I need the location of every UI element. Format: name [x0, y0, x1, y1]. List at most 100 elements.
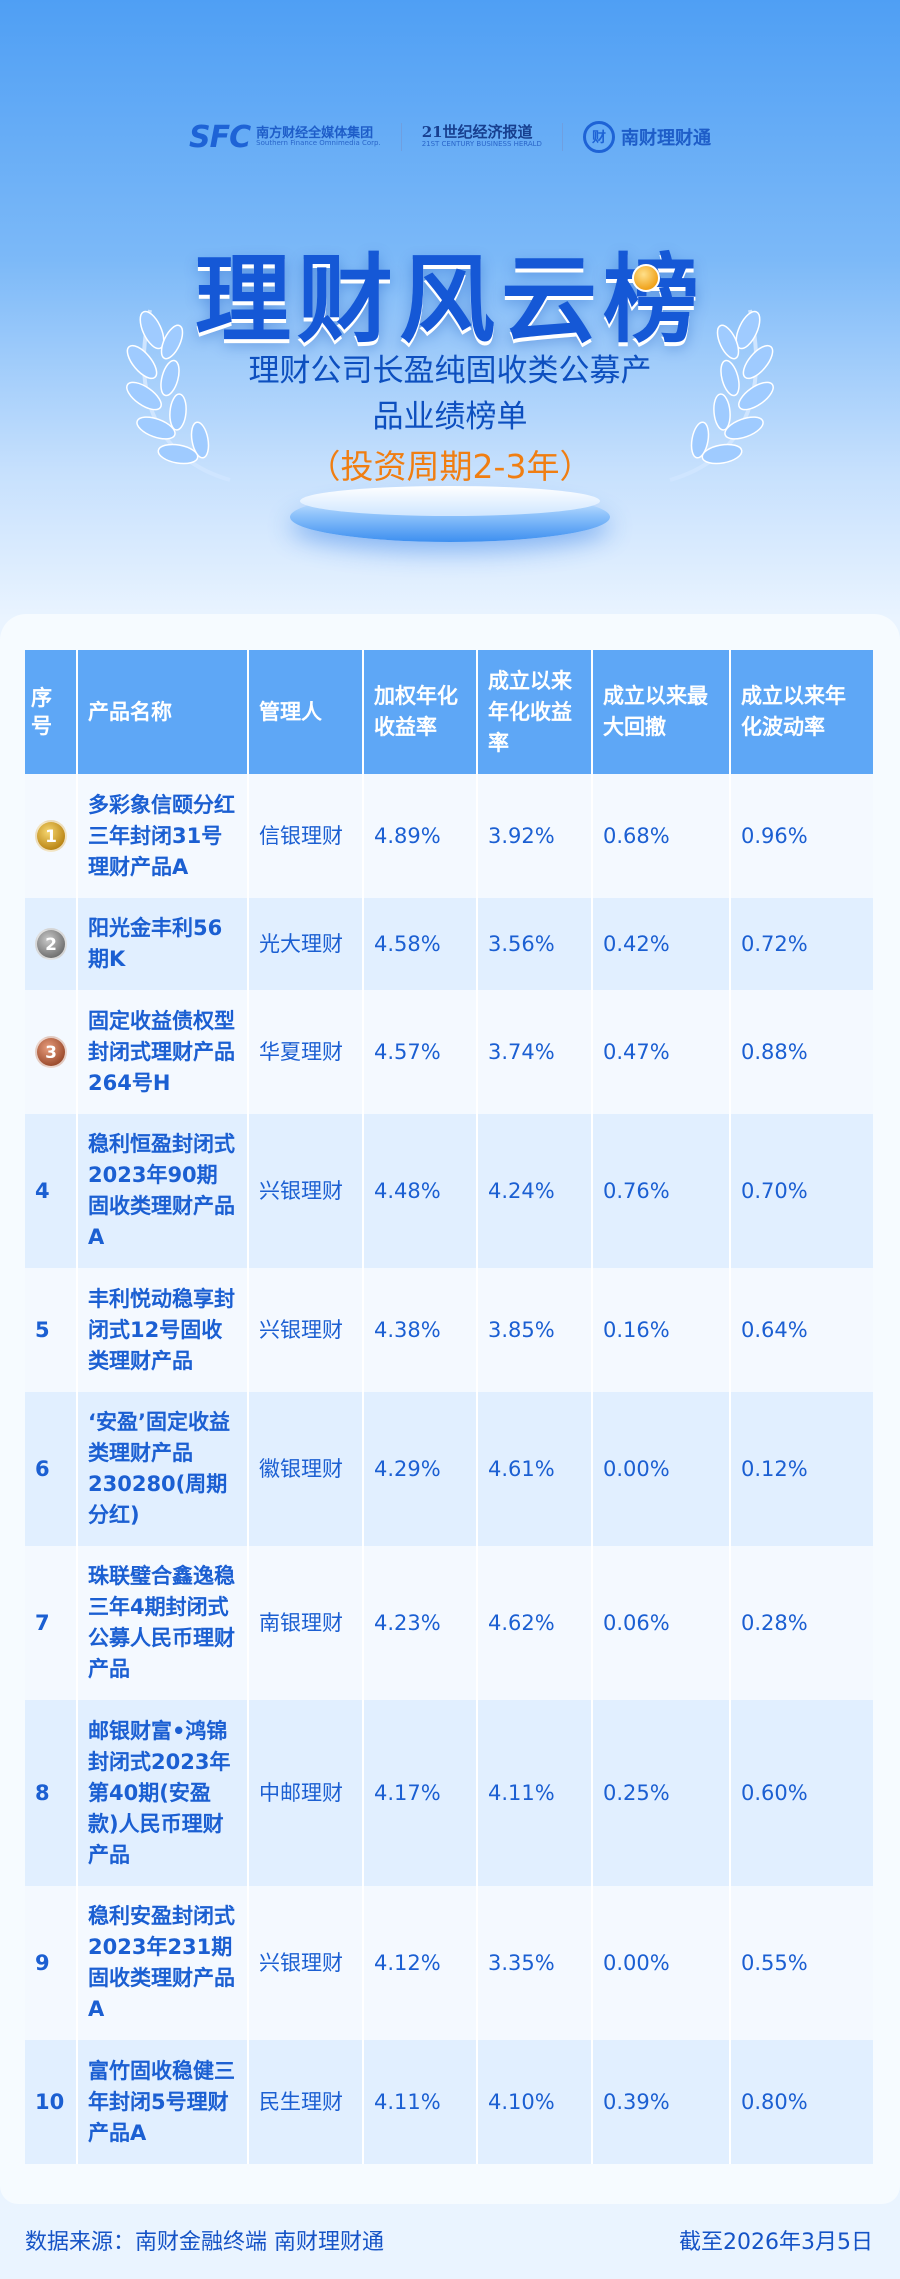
- logo-divider: [561, 123, 563, 151]
- max-drawdown: 0.06%: [592, 1546, 731, 1700]
- logo-bar: SFC 南方财经全媒体集团 Southern Finance Omnimedia…: [0, 112, 900, 162]
- page-title: 理财风云榜: [195, 244, 705, 356]
- as-of-date: 截至2026年3月5日: [679, 2230, 873, 2255]
- annual-return: 4.24%: [477, 1114, 593, 1268]
- annual-return: 4.62%: [477, 1546, 593, 1700]
- col-header-weighted-return: 加权年化收益率: [363, 650, 478, 774]
- page-subtitle: 理财公司长盈纯固收类公募产 品业绩榜单: [0, 348, 900, 440]
- volatility: 0.12%: [730, 1392, 873, 1546]
- product-name: 邮银财富•鸿锦封闭式2023年第40期(安盈款)人民币理财产品: [77, 1700, 249, 1886]
- table-row: 5 丰利悦动稳享封闭式12号固收类理财产品 兴银理财 4.38% 3.85% 0…: [25, 1268, 873, 1392]
- bronze-medal-icon: 3: [35, 1036, 67, 1068]
- subtitle-line-2: 品业绩榜单: [372, 399, 528, 435]
- nancai-icon: 财: [582, 121, 615, 153]
- weighted-return: 4.11%: [363, 2040, 478, 2164]
- weighted-return: 4.58%: [363, 898, 478, 990]
- volatility: 0.28%: [730, 1546, 873, 1700]
- volatility: 0.55%: [730, 1886, 873, 2040]
- table-row: 1 多彩象信颐分红三年封闭31号理财产品A 信银理财 4.89% 3.92% 0…: [25, 774, 873, 898]
- manager-name: 信银理财: [248, 774, 364, 898]
- volatility: 0.70%: [730, 1114, 873, 1268]
- nancai-name: 南财理财通: [620, 128, 711, 149]
- laurel-right-icon: [669, 309, 774, 482]
- ranking-table: 序号 产品名称 管理人 加权年化收益率 成立以来年化收益率 成立以来最大回撤 成…: [25, 650, 873, 2164]
- volatility: 0.64%: [730, 1268, 873, 1392]
- product-name: ‘安盈’固定收益类理财产品230280(周期分红): [77, 1392, 249, 1546]
- podium-top: [300, 486, 600, 516]
- col-header-volatility: 成立以来年化波动率: [730, 650, 873, 774]
- weighted-return: 4.29%: [363, 1392, 478, 1546]
- product-name: 稳利恒盈封闭式2023年90期固收类理财产品A: [77, 1114, 249, 1268]
- manager-name: 华夏理财: [248, 990, 364, 1114]
- silver-medal-icon: 2: [35, 928, 67, 960]
- table-row: 6 ‘安盈’固定收益类理财产品230280(周期分红) 徽银理财 4.29% 4…: [25, 1392, 873, 1546]
- laurel-left-icon: [126, 309, 231, 482]
- rank-number: 10: [25, 2040, 78, 2164]
- sfc-logo: SFC 南方财经全媒体集团 Southern Finance Omnimedia…: [189, 120, 381, 155]
- max-drawdown: 0.76%: [592, 1114, 731, 1268]
- annual-return: 3.56%: [477, 898, 593, 990]
- table-row: 8 邮银财富•鸿锦封闭式2023年第40期(安盈款)人民币理财产品 中邮理财 4…: [25, 1700, 873, 1886]
- rank-cell: 3: [25, 990, 78, 1114]
- max-drawdown: 0.39%: [592, 2040, 731, 2164]
- product-name: 丰利悦动稳享封闭式12号固收类理财产品: [77, 1268, 249, 1392]
- manager-name: 民生理财: [248, 2040, 364, 2164]
- gold-medal-icon: 1: [35, 820, 67, 852]
- product-name: 珠联璧合鑫逸稳三年4期封闭式公募人民币理财产品: [77, 1546, 249, 1700]
- table-row: 9 稳利安盈封闭式2023年231期固收类理财产品A 兴银理财 4.12% 3.…: [25, 1886, 873, 2040]
- table-row: 10 富竹固收稳健三年封闭5号理财产品A 民生理财 4.11% 4.10% 0.…: [25, 2040, 873, 2164]
- table-row: 4 稳利恒盈封闭式2023年90期固收类理财产品A 兴银理财 4.48% 4.2…: [25, 1114, 873, 1268]
- max-drawdown: 0.47%: [592, 990, 731, 1114]
- table-body: 1 多彩象信颐分红三年封闭31号理财产品A 信银理财 4.89% 3.92% 0…: [25, 774, 873, 2164]
- annual-return: 4.11%: [477, 1700, 593, 1886]
- max-drawdown: 0.25%: [592, 1700, 731, 1886]
- herald-logo: 21世纪经济报道 21ST CENTURY BUSINESS HERALD: [422, 125, 542, 148]
- weighted-return: 4.57%: [363, 990, 478, 1114]
- herald-name-cn: 21世纪经济报道: [421, 123, 533, 142]
- table-row: 2 阳光金丰利56期K 光大理财 4.58% 3.56% 0.42% 0.72%: [25, 898, 873, 990]
- max-drawdown: 0.00%: [592, 1392, 731, 1546]
- weighted-return: 4.38%: [363, 1268, 478, 1392]
- logo-divider: [400, 123, 402, 151]
- table-header-row: 序号 产品名称 管理人 加权年化收益率 成立以来年化收益率 成立以来最大回撤 成…: [25, 650, 873, 774]
- annual-return: 3.92%: [477, 774, 593, 898]
- col-header-manager: 管理人: [248, 650, 364, 774]
- max-drawdown: 0.00%: [592, 1886, 731, 2040]
- product-name: 多彩象信颐分红三年封闭31号理财产品A: [77, 774, 249, 898]
- col-header-annual-return: 成立以来年化收益率: [477, 650, 593, 774]
- nancai-logo: 财 南财理财通: [582, 121, 711, 153]
- weighted-return: 4.23%: [363, 1546, 478, 1700]
- rank-number: 5: [25, 1268, 78, 1392]
- rank-cell: 2: [25, 898, 78, 990]
- rank-number: 7: [25, 1546, 78, 1700]
- rank-number: 8: [25, 1700, 78, 1886]
- table-row: 3 固定收益债权型封闭式理财产品264号H 华夏理财 4.57% 3.74% 0…: [25, 990, 873, 1114]
- volatility: 0.72%: [730, 898, 873, 990]
- data-source: 数据来源：南财金融终端 南财理财通: [25, 2230, 384, 2255]
- max-drawdown: 0.16%: [592, 1268, 731, 1392]
- volatility: 0.80%: [730, 2040, 873, 2164]
- col-header-rank: 序号: [25, 650, 78, 774]
- annual-return: 4.10%: [477, 2040, 593, 2164]
- product-name: 稳利安盈封闭式2023年231期固收类理财产品A: [77, 1886, 249, 2040]
- manager-name: 南银理财: [248, 1546, 364, 1700]
- footer: 数据来源：南财金融终端 南财理财通 截至2026年3月5日: [25, 2222, 873, 2258]
- weighted-return: 4.89%: [363, 774, 478, 898]
- manager-name: 兴银理财: [248, 1886, 364, 2040]
- table-row: 7 珠联璧合鑫逸稳三年4期封闭式公募人民币理财产品 南银理财 4.23% 4.6…: [25, 1546, 873, 1700]
- manager-name: 徽银理财: [248, 1392, 364, 1546]
- product-name: 富竹固收稳健三年封闭5号理财产品A: [77, 2040, 249, 2164]
- weighted-return: 4.48%: [363, 1114, 478, 1268]
- rank-number: 6: [25, 1392, 78, 1546]
- weighted-return: 4.12%: [363, 1886, 478, 2040]
- herald-name-en: 21ST CENTURY BUSINESS HERALD: [421, 140, 542, 149]
- max-drawdown: 0.68%: [592, 774, 731, 898]
- volatility: 0.96%: [730, 774, 873, 898]
- manager-name: 兴银理财: [248, 1114, 364, 1268]
- subtitle-line-1: 理财公司长盈纯固收类公募产: [248, 353, 652, 389]
- rank-cell: 1: [25, 774, 78, 898]
- investment-period: （投资周期2-3年）: [307, 447, 593, 486]
- sfc-name-en: Southern Finance Omnimedia Corp.: [256, 139, 381, 148]
- title-medal-icon: [632, 264, 660, 292]
- col-header-product: 产品名称: [77, 650, 249, 774]
